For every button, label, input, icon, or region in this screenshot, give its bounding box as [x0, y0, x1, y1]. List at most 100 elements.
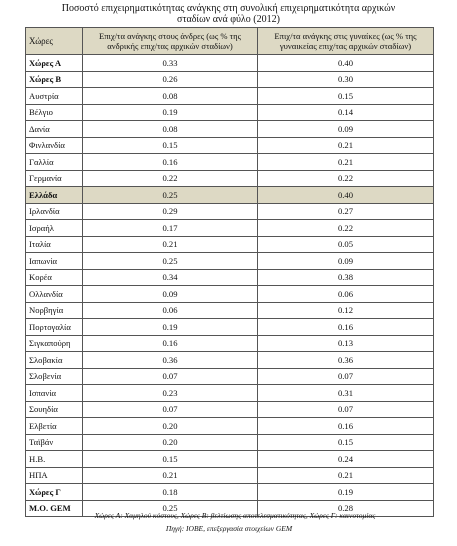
cell-men: 0.20 [82, 433, 258, 451]
cell-men: 0.25 [82, 499, 258, 517]
cell-country: Χώρες Β [25, 70, 83, 88]
table-row: Ισπανία 0.23 0.31 [25, 384, 434, 402]
cell-women: 0.38 [257, 268, 434, 286]
table-row: Ιαπωνία 0.25 0.09 [25, 252, 434, 270]
data-table: Χώρες Επιχ/τα ανάγκης στους άνδρες (ως %… [25, 27, 434, 517]
table-row: Κορέα 0.34 0.38 [25, 268, 434, 286]
cell-women: 0.40 [257, 186, 434, 204]
cell-country: Η.Β. [25, 450, 83, 468]
cell-country: Κορέα [25, 268, 83, 286]
cell-country: ΗΠΑ [25, 466, 83, 484]
cell-men: 0.18 [82, 483, 258, 501]
table-note: Χώρες Α: Χαμηλού κόστους, Χώρες Β: βελτί… [94, 511, 376, 520]
header-country: Χώρες [25, 27, 83, 55]
cell-men: 0.07 [82, 400, 258, 418]
cell-country: Σιγκαπούρη [25, 334, 83, 352]
table-row: Βέλγιο 0.19 0.14 [25, 103, 434, 121]
cell-men: 0.21 [82, 466, 258, 484]
cell-country: Βέλγιο [25, 103, 83, 121]
cell-men: 0.16 [82, 153, 258, 171]
table-row: Χώρες Α 0.33 0.40 [25, 54, 434, 72]
table-row: Σιγκαπούρη 0.16 0.13 [25, 334, 434, 352]
cell-men: 0.17 [82, 219, 258, 237]
cell-country: Ελλάδα [25, 186, 83, 204]
cell-men: 0.15 [82, 450, 258, 468]
cell-country: Γαλλία [25, 153, 83, 171]
cell-women: 0.15 [257, 433, 434, 451]
cell-country: Ιταλία [25, 235, 83, 253]
cell-men: 0.08 [82, 120, 258, 138]
cell-men: 0.36 [82, 351, 258, 369]
cell-men: 0.21 [82, 235, 258, 253]
cell-women: 0.21 [257, 136, 434, 154]
table-title-line2: σταδίων ανά φύλο (2012) [177, 14, 280, 25]
cell-women: 0.27 [257, 202, 434, 220]
table-title-line1: Ποσοστό επιχειρηματικότητας ανάγκης στη … [61, 3, 396, 14]
table-row: Μ.Ο. GEM 0.25 0.28 [25, 499, 434, 517]
cell-country: Ελβετία [25, 417, 83, 435]
cell-women: 0.28 [257, 499, 434, 517]
table-row: Ταϊβάν 0.20 0.15 [25, 433, 434, 451]
table-row: Χώρες Γ 0.18 0.19 [25, 483, 434, 501]
cell-country: Ταϊβάν [25, 433, 83, 451]
table-row: Ελλάδα 0.25 0.40 [25, 186, 434, 204]
cell-country: Νορβηγία [25, 301, 83, 319]
header-women: Επιχ/τα ανάγκης στις γυναίκες (ως % της … [257, 27, 434, 55]
header-row: Χώρες Επιχ/τα ανάγκης στους άνδρες (ως %… [25, 27, 434, 55]
cell-women: 0.40 [257, 54, 434, 72]
cell-country: Χώρες Α [25, 54, 83, 72]
cell-men: 0.26 [82, 70, 258, 88]
cell-country: Μ.Ο. GEM [25, 499, 83, 517]
cell-men: 0.33 [82, 54, 258, 72]
cell-men: 0.25 [82, 186, 258, 204]
cell-women: 0.07 [257, 400, 434, 418]
cell-country: Γερμανία [25, 169, 83, 187]
table-row: Σλοβακία 0.36 0.36 [25, 351, 434, 369]
cell-men: 0.34 [82, 268, 258, 286]
cell-women: 0.09 [257, 252, 434, 270]
table-row: Ισραήλ 0.17 0.22 [25, 219, 434, 237]
cell-women: 0.14 [257, 103, 434, 121]
cell-country: Σλοβακία [25, 351, 83, 369]
cell-men: 0.19 [82, 103, 258, 121]
cell-country: Ισραήλ [25, 219, 83, 237]
table-row: ΗΠΑ 0.21 0.21 [25, 466, 434, 484]
cell-women: 0.07 [257, 367, 434, 385]
table-row: Ολλανδία 0.09 0.06 [25, 285, 434, 303]
table-row: Γερμανία 0.22 0.22 [25, 169, 434, 187]
table-title: Ποσοστό επιχειρηματικότητας ανάγκης στη … [18, 3, 439, 25]
cell-men: 0.08 [82, 87, 258, 105]
table-row: Σλοβενία 0.07 0.07 [25, 367, 434, 385]
table-row: Πορτογαλία 0.19 0.16 [25, 318, 434, 336]
cell-women: 0.21 [257, 153, 434, 171]
cell-country: Ιαπωνία [25, 252, 83, 270]
cell-men: 0.19 [82, 318, 258, 336]
cell-women: 0.19 [257, 483, 434, 501]
cell-women: 0.13 [257, 334, 434, 352]
cell-men: 0.22 [82, 169, 258, 187]
table-row: Ιταλία 0.21 0.05 [25, 235, 434, 253]
cell-country: Σουηδία [25, 400, 83, 418]
cell-women: 0.22 [257, 169, 434, 187]
table-source: Πηγή: ΙΟΒΕ, επεξεργασία στοιχείων GEM [165, 524, 293, 533]
cell-country: Ισπανία [25, 384, 83, 402]
cell-men: 0.06 [82, 301, 258, 319]
cell-country: Δανία [25, 120, 83, 138]
cell-men: 0.25 [82, 252, 258, 270]
table-row: Ελβετία 0.20 0.16 [25, 417, 434, 435]
cell-women: 0.12 [257, 301, 434, 319]
cell-men: 0.16 [82, 334, 258, 352]
cell-women: 0.22 [257, 219, 434, 237]
cell-men: 0.09 [82, 285, 258, 303]
cell-women: 0.31 [257, 384, 434, 402]
table-row: Νορβηγία 0.06 0.12 [25, 301, 434, 319]
table-row: Φινλανδία 0.15 0.21 [25, 136, 434, 154]
cell-women: 0.09 [257, 120, 434, 138]
cell-country: Αυστρία [25, 87, 83, 105]
cell-country: Ολλανδία [25, 285, 83, 303]
cell-country: Σλοβενία [25, 367, 83, 385]
cell-women: 0.05 [257, 235, 434, 253]
cell-men: 0.07 [82, 367, 258, 385]
table-row: Ιρλανδία 0.29 0.27 [25, 202, 434, 220]
cell-country: Ιρλανδία [25, 202, 83, 220]
